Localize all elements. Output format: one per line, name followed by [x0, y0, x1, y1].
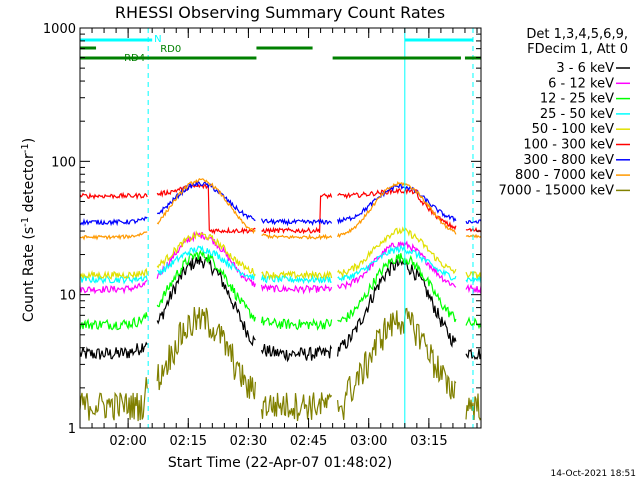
series-line-3 — [79, 244, 482, 285]
series-line-7 — [80, 177, 482, 241]
y-tick-label-3: 1000 — [43, 22, 76, 37]
legend-header-line-1: Det 1,3,4,5,6,9, — [526, 27, 628, 42]
legend-label-4: 50 - 100 keV — [532, 122, 615, 137]
x-tick-label-3: 02:45 — [290, 434, 327, 449]
series-line-0 — [79, 255, 482, 363]
series-line-6 — [79, 180, 482, 227]
annotation-n: N — [154, 34, 161, 45]
series-line-8 — [79, 306, 482, 422]
y-axis-label-mid: detector — [21, 153, 37, 217]
legend-label-5: 100 - 300 keV — [523, 138, 614, 153]
legend-label-8: 7000 - 15000 keV — [499, 183, 615, 198]
legend-label-0: 3 - 6 keV — [556, 61, 614, 76]
legend: Det 1,3,4,5,6,9, FDecim 1, Att 0 3 - 6 k… — [499, 27, 630, 198]
x-tick-label-1: 02:15 — [170, 434, 207, 449]
legend-label-3: 25 - 50 keV — [540, 107, 614, 122]
series-path-7 — [80, 177, 482, 241]
series-path-8 — [79, 306, 482, 422]
footer-date: 14-Oct-2021 18:51 — [551, 469, 636, 479]
legend-label-7: 800 - 7000 keV — [515, 168, 614, 183]
annotation-rd4: RD4 — [124, 53, 145, 64]
y-axis-label: Count Rate (s-1 detector-1) — [20, 138, 38, 322]
y-axis-label-main: Count Rate (s — [21, 227, 37, 322]
legend-header-line-2: FDecim 1, Att 0 — [527, 42, 628, 57]
y-axis-label-sup1: -1 — [20, 217, 31, 227]
series-line-4 — [79, 226, 482, 281]
x-tick-label-2: 02:30 — [230, 434, 267, 449]
y-axis-label-end: ) — [21, 138, 37, 143]
plot-frame — [79, 27, 482, 429]
annotation-rd0: RD0 — [160, 44, 181, 55]
series-path-2 — [79, 249, 482, 331]
legend-label-2: 12 - 25 keV — [540, 92, 614, 107]
legend-label-6: 300 - 800 keV — [523, 153, 614, 168]
series-path-4 — [79, 226, 482, 281]
x-tick-label-0: 02:00 — [109, 434, 146, 449]
x-axis-label: Start Time (22-Apr-07 01:48:02) — [168, 455, 392, 471]
legend-label-1: 6 - 12 keV — [548, 76, 614, 91]
series-line-2 — [79, 249, 482, 331]
chart-title: RHESSI Observing Summary Count Rates — [115, 3, 445, 22]
series-path-0 — [79, 255, 482, 363]
y-axis-label-sup2: -1 — [20, 143, 31, 153]
y-tick-label-2: 100 — [51, 155, 76, 170]
y-tick-label-1: 10 — [59, 289, 76, 304]
series-path-3 — [79, 244, 482, 285]
y-tick-label-0: 1 — [68, 422, 76, 437]
axes: 1 10 100 1000 02:00 02:15 02:30 02:45 03:00 03:15 — [43, 22, 481, 449]
series-path-6 — [79, 180, 482, 227]
series-path-5 — [79, 183, 482, 235]
series-line-5 — [79, 183, 482, 235]
x-tick-label-5: 03:15 — [410, 434, 447, 449]
x-tick-label-4: 03:00 — [350, 434, 387, 449]
